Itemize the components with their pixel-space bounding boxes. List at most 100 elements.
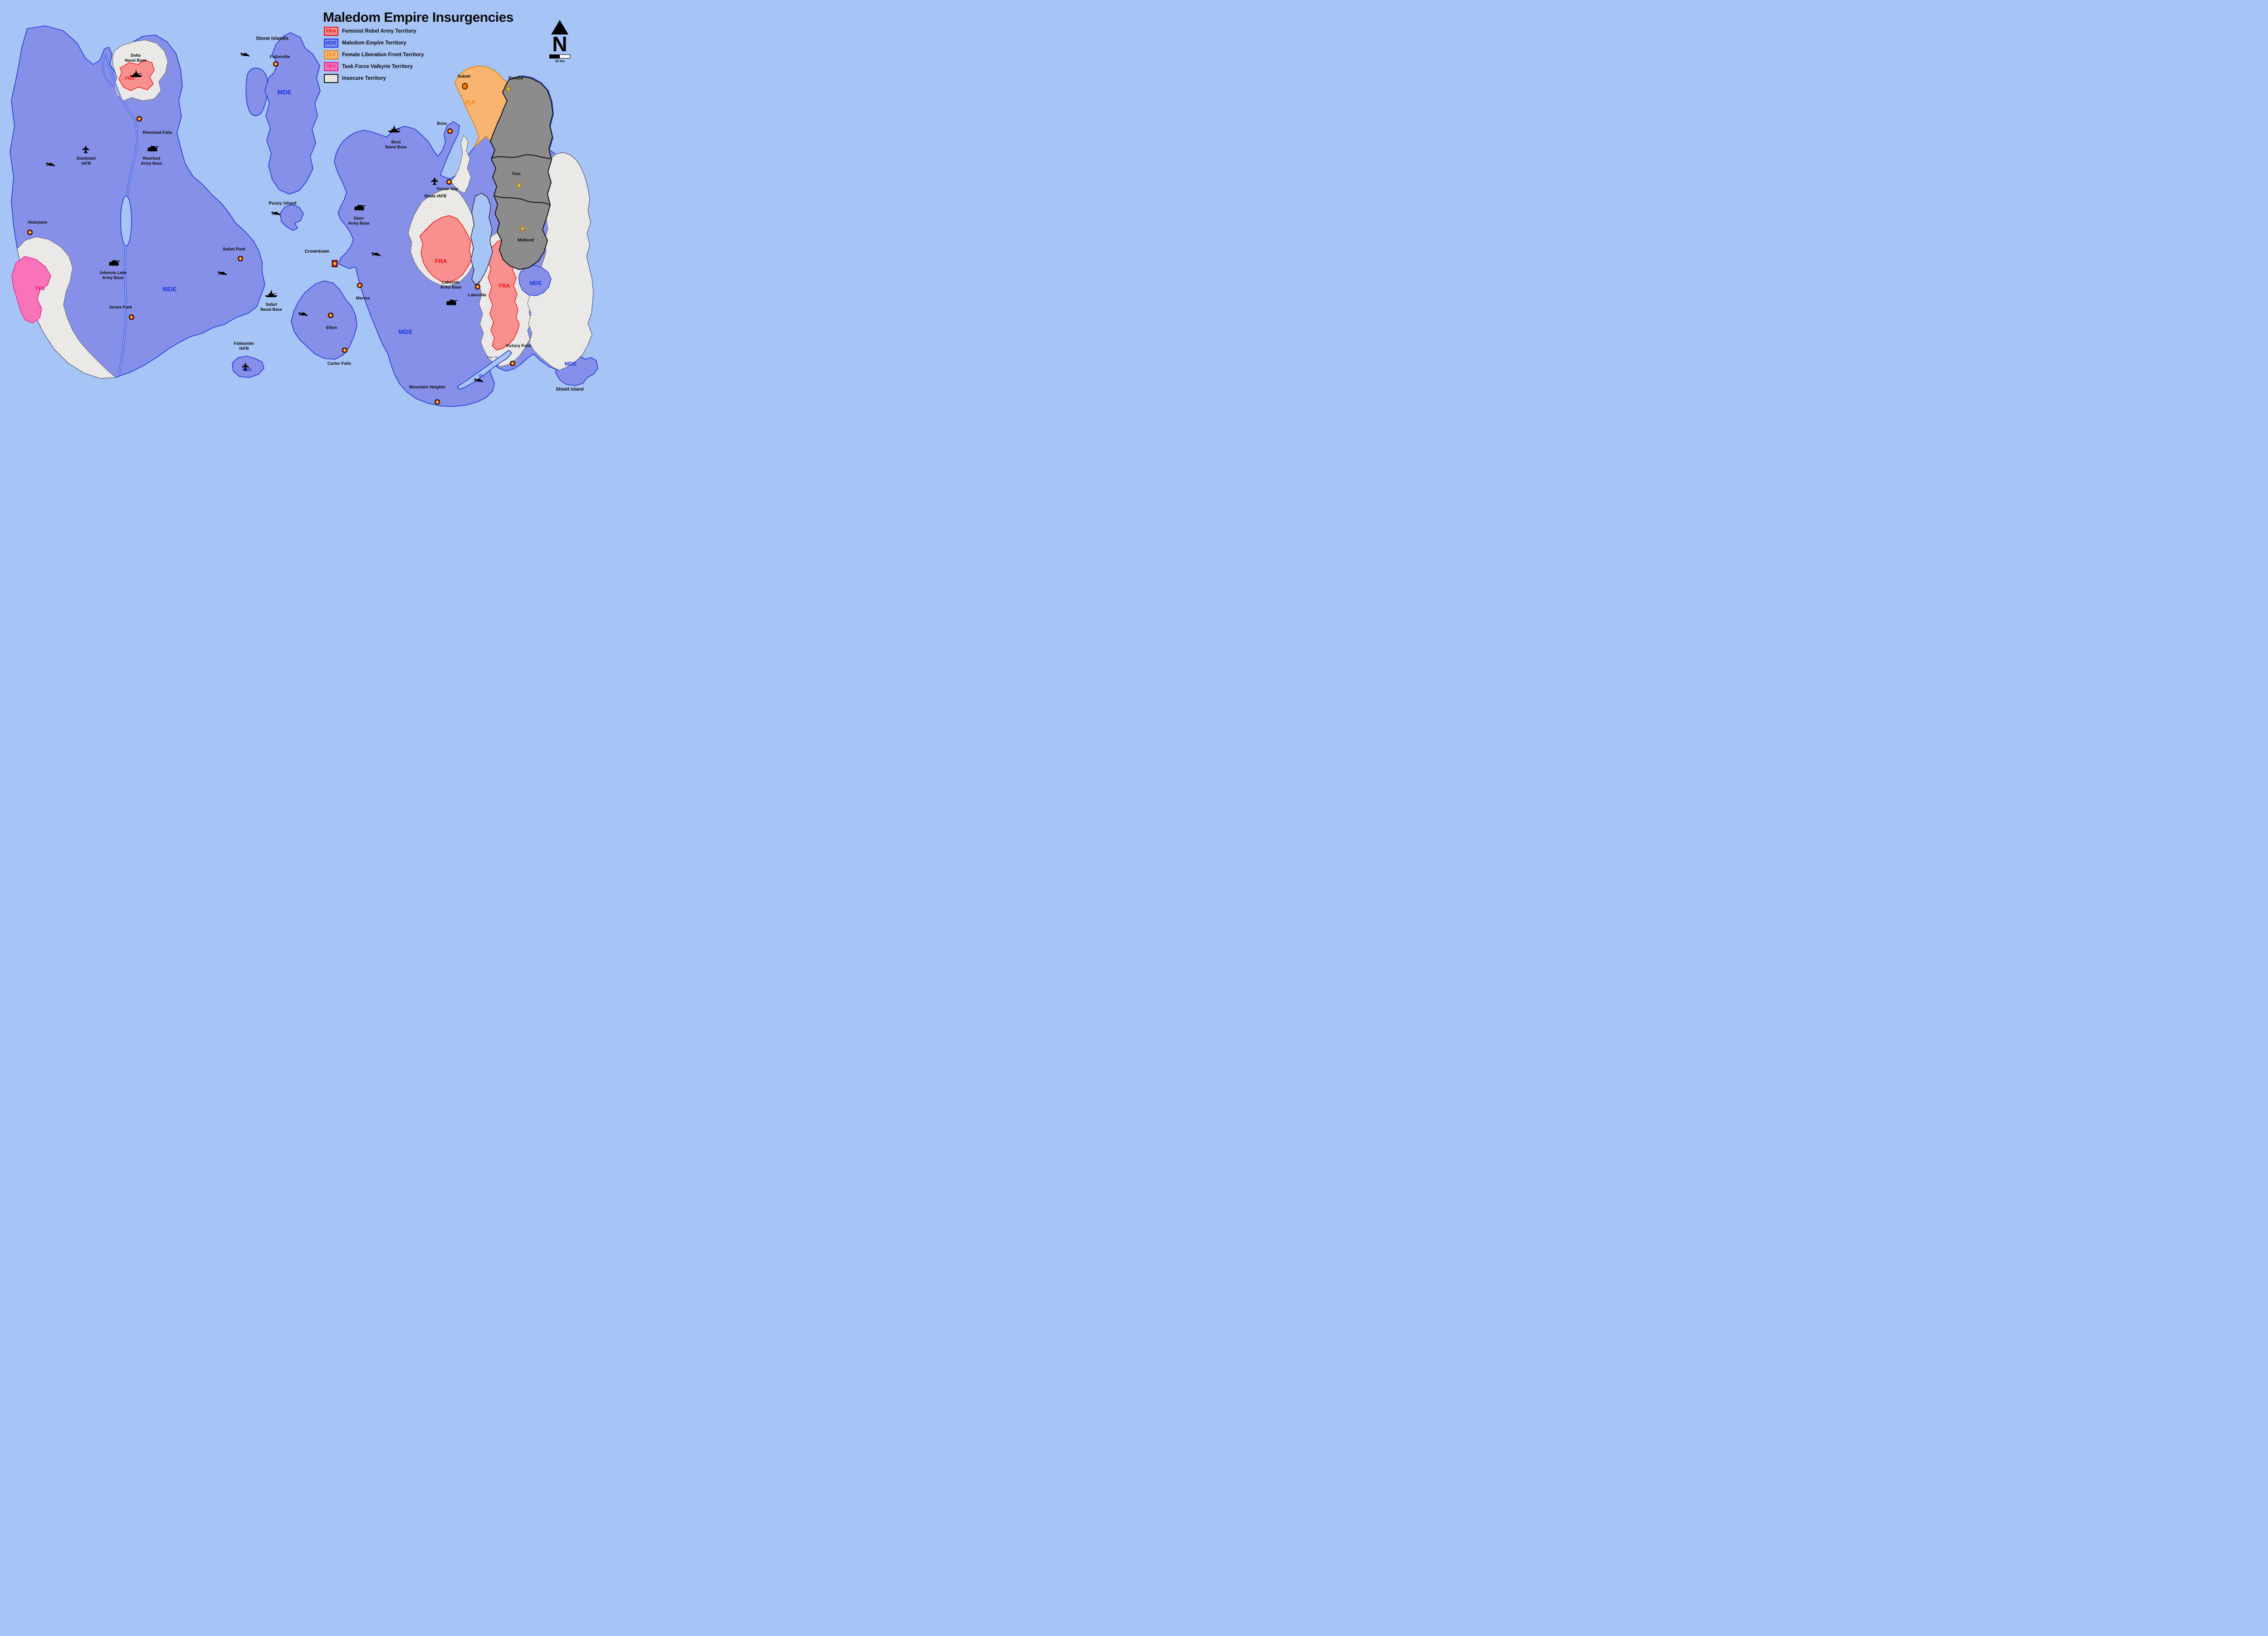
city-label-elton: Elton (326, 325, 337, 330)
neutral-country (490, 76, 553, 270)
place-label: Wager Bay (487, 356, 500, 359)
capital-label: Crowntown (305, 249, 329, 254)
legend-label: Task Force Valkyrie Territory (342, 64, 413, 69)
city-marker-bora[interactable] (447, 128, 453, 134)
territory-label-mde: MDE (565, 361, 577, 367)
city-marker-marina[interactable] (357, 283, 362, 288)
legend-swatch: FLF (324, 50, 338, 59)
city-marker-ocean-bay[interactable] (446, 179, 452, 185)
base-label-delta-naval-base: Delta Naval Base (125, 53, 147, 63)
city-label-lakeside: Lakeside (468, 293, 487, 298)
province-town-marker-tolo[interactable] (516, 183, 522, 188)
city-label-bora: Bora (437, 121, 447, 126)
great-lake (470, 193, 493, 286)
province-town-label-rotalia: Rotalia (508, 76, 523, 81)
base-label-falklander-iafb: Falklander IAFB (234, 341, 254, 351)
city-label-marina: Marina (356, 296, 370, 301)
city-marker-lakeside[interactable] (475, 284, 480, 289)
base-label-blade-iafb: Blade IAFB (425, 194, 447, 198)
insecure-territory-coast-strip (450, 134, 471, 194)
territory-label-mde: MDE (530, 280, 542, 286)
city-label-holetown: Holetown (28, 220, 48, 225)
scale-bar (549, 54, 570, 59)
legend-label: Insecure Territory (342, 76, 386, 81)
flf-city-label: Sabati (458, 74, 471, 79)
central-island (291, 280, 357, 360)
capital-marker-crowntown[interactable] (332, 260, 338, 267)
city-marker-fullerville[interactable] (273, 61, 279, 67)
base-label-riverbed-army-base: Riverbed Army Base (141, 156, 162, 166)
city-label-jones-park: Jones Park (109, 305, 132, 310)
bay-islet (479, 374, 483, 377)
place-label: Pussy Island (269, 201, 296, 206)
city-label-victory-falls: Victory Falls (506, 343, 531, 348)
legend: FRA Feminist Rebel Army Territory MDE Maled… (324, 26, 424, 85)
province-town-marker-midland[interactable] (520, 226, 525, 231)
city-marker-jones-park[interactable] (129, 314, 134, 320)
territory-label-mde: MDE (243, 367, 252, 372)
province-town-label-midland: Midland (518, 238, 534, 243)
province-border-tolo-midland (494, 195, 551, 206)
legend-swatch: MDE (324, 39, 338, 48)
city-label-ocean-bay: Ocean bay (436, 186, 459, 191)
legend-label: Maledom Empire Territory (342, 40, 406, 46)
city-marker-victory-falls[interactable] (510, 361, 515, 366)
legend-swatch (324, 74, 338, 83)
city-marker-mountain-heights[interactable] (435, 399, 440, 405)
river (102, 54, 138, 375)
territory-label-fra: FRA (499, 283, 510, 289)
legend-label: Feminist Rebel Army Territory (342, 29, 416, 34)
city-label-fullerville: Fullerville (270, 54, 290, 59)
city-marker-riverbed-falls[interactable] (137, 116, 142, 122)
north-letter: N (552, 32, 567, 56)
fra-territory-central (420, 215, 472, 283)
city-marker-elton[interactable] (328, 313, 333, 318)
legend-label: Female Liberation Front Territory (342, 52, 424, 58)
legend-item: Insecure Territory (324, 73, 424, 83)
map-svg: MDE MDE MDE MDE MDE MDE FRA FRA FRA TFV FLF Stone I… (0, 0, 606, 409)
city-marker-holetown[interactable] (27, 230, 33, 235)
stone-islands-main (264, 32, 321, 195)
legend-item: FLF Female Liberation Front Territory (324, 50, 424, 60)
base-label-johnson-lake-army-base: Johnson Lake Army Base (99, 270, 127, 280)
territory-label-flf: FLF (465, 99, 475, 106)
mde-enclave (518, 265, 552, 296)
map-canvas: MDE MDE MDE MDE MDE MDE FRA FRA FRA TFV FLF Stone I… (0, 0, 606, 409)
territory-label-mde: MDE (277, 88, 291, 96)
province-border-rotalia-tolo (491, 154, 552, 159)
city-label-riverbed-falls: Riverbed Falls (143, 130, 172, 135)
legend-swatch: TFV (324, 62, 338, 71)
legend-swatch: FRA (324, 27, 338, 36)
base-label-dominant-iafb: Dominant IAFB (77, 156, 96, 166)
territory-label-tfv: TFV (35, 285, 45, 292)
insecure-territory-east (526, 152, 594, 371)
city-label-carter-falls: Carter Falls (327, 361, 351, 366)
territory-label-fra: FRA (125, 76, 135, 81)
city-label-mountain-heights: Mountain Heights (409, 385, 445, 390)
legend-item: FRA Feminist Rebel Army Territory (324, 26, 424, 36)
territory-label-mde: MDE (398, 328, 412, 335)
place-label: Stone Islands (256, 36, 288, 41)
city-label-safari-park: Safari Park (223, 247, 245, 252)
base-label-lakeside-army-base: Lakeside Army Base (440, 280, 461, 289)
wager-bay (457, 350, 512, 390)
territory-label-mde: MDE (162, 285, 176, 293)
territory-label-fra: FRA (435, 258, 447, 265)
city-marker-carter-falls[interactable] (342, 348, 347, 353)
tfv-territory (11, 256, 51, 323)
north-arrow-icon (551, 20, 568, 34)
pussy-island (280, 204, 304, 231)
scale-label: 10 km (555, 59, 565, 63)
city-marker-safari-park[interactable] (238, 256, 243, 261)
compass: N 10 km (547, 20, 572, 63)
base-label-safari-naval-base: Safari Naval Base (260, 302, 282, 312)
province-town-marker-rotalia[interactable] (506, 86, 511, 92)
legend-item: MDE Maledom Empire Territory (324, 38, 424, 48)
stone-islands-small (245, 67, 268, 116)
base-label-deen-army-base: Deen Army Base (348, 216, 369, 225)
province-town-label-tolo: Tolo (512, 171, 521, 176)
flf-city-marker-sabati[interactable] (462, 83, 468, 90)
place-label: Shield Island (556, 387, 584, 392)
legend-item: TFV Task Force Valkyrie Territory (324, 62, 424, 72)
page-title: Maledom Empire Insurgencies (323, 10, 513, 25)
